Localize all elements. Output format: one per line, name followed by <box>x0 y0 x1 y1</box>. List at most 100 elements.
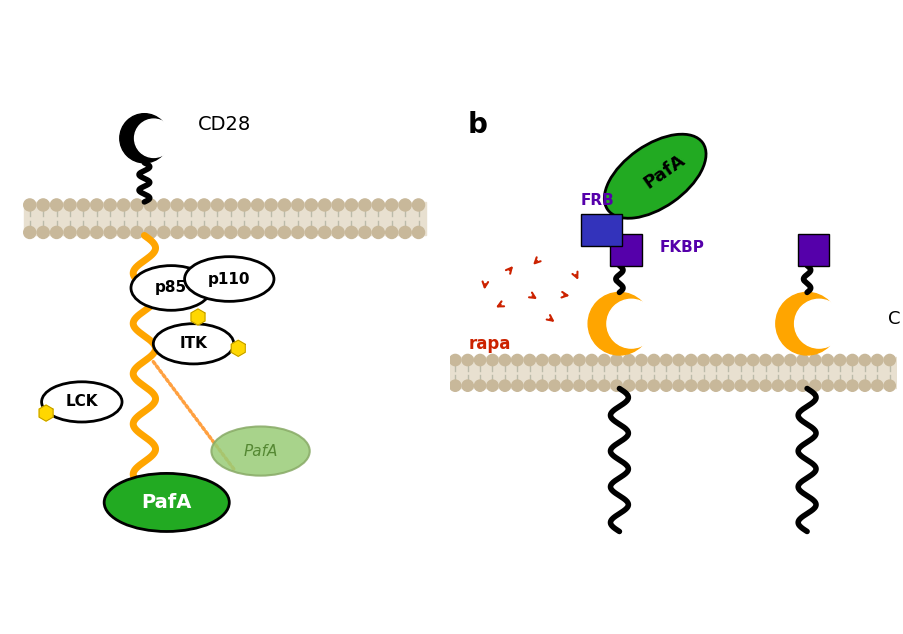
Circle shape <box>721 380 733 391</box>
Circle shape <box>251 226 264 238</box>
Circle shape <box>883 354 894 366</box>
Circle shape <box>759 380 770 391</box>
Circle shape <box>37 226 49 238</box>
Circle shape <box>710 354 721 366</box>
Ellipse shape <box>104 474 229 531</box>
Circle shape <box>660 354 671 366</box>
Text: PafA: PafA <box>243 444 277 458</box>
Circle shape <box>487 380 498 391</box>
Text: rapa: rapa <box>468 335 510 353</box>
Circle shape <box>684 380 696 391</box>
Circle shape <box>358 226 370 238</box>
Circle shape <box>585 354 597 366</box>
Circle shape <box>23 199 36 211</box>
Circle shape <box>305 199 317 211</box>
Circle shape <box>345 199 357 211</box>
Circle shape <box>171 199 183 211</box>
Text: PafA: PafA <box>639 151 687 193</box>
Circle shape <box>171 226 183 238</box>
Circle shape <box>524 354 535 366</box>
Circle shape <box>131 226 143 238</box>
FancyBboxPatch shape <box>581 214 621 245</box>
Text: p85: p85 <box>155 280 187 295</box>
Circle shape <box>548 354 560 366</box>
Ellipse shape <box>42 382 122 422</box>
Circle shape <box>759 354 770 366</box>
Circle shape <box>771 354 783 366</box>
Circle shape <box>211 226 223 238</box>
Text: ITK: ITK <box>180 336 208 351</box>
Circle shape <box>796 354 807 366</box>
Circle shape <box>331 226 344 238</box>
FancyBboxPatch shape <box>610 235 641 266</box>
Circle shape <box>292 226 303 238</box>
Circle shape <box>37 199 49 211</box>
Circle shape <box>474 380 485 391</box>
Circle shape <box>771 380 783 391</box>
Circle shape <box>117 226 129 238</box>
Circle shape <box>90 199 103 211</box>
Circle shape <box>386 199 397 211</box>
Text: LCK: LCK <box>66 394 98 410</box>
Circle shape <box>184 199 197 211</box>
Circle shape <box>858 380 870 391</box>
Circle shape <box>660 380 671 391</box>
Circle shape <box>412 199 424 211</box>
Circle shape <box>64 226 76 238</box>
Circle shape <box>511 380 522 391</box>
Polygon shape <box>191 309 205 325</box>
Circle shape <box>372 226 384 238</box>
Circle shape <box>535 380 547 391</box>
Circle shape <box>487 354 498 366</box>
Circle shape <box>734 354 746 366</box>
Text: b: b <box>467 112 487 139</box>
Circle shape <box>734 380 746 391</box>
Circle shape <box>588 292 650 355</box>
Circle shape <box>51 226 62 238</box>
Circle shape <box>144 226 156 238</box>
Circle shape <box>158 199 170 211</box>
Circle shape <box>372 199 384 211</box>
Circle shape <box>449 380 461 391</box>
Circle shape <box>610 380 621 391</box>
Circle shape <box>398 226 411 238</box>
Circle shape <box>710 380 721 391</box>
Polygon shape <box>231 340 245 356</box>
Circle shape <box>809 380 820 391</box>
Circle shape <box>144 199 156 211</box>
Circle shape <box>784 380 796 391</box>
Circle shape <box>511 354 522 366</box>
Circle shape <box>796 380 807 391</box>
Circle shape <box>833 380 844 391</box>
Circle shape <box>78 199 89 211</box>
Circle shape <box>198 199 209 211</box>
Text: FKBP: FKBP <box>659 240 703 256</box>
Circle shape <box>623 354 634 366</box>
Circle shape <box>647 380 659 391</box>
Circle shape <box>117 199 129 211</box>
Circle shape <box>225 199 237 211</box>
Circle shape <box>747 380 758 391</box>
Circle shape <box>449 354 461 366</box>
Circle shape <box>461 354 473 366</box>
Circle shape <box>858 354 870 366</box>
Circle shape <box>784 354 796 366</box>
Circle shape <box>535 354 547 366</box>
Circle shape <box>635 380 647 391</box>
Circle shape <box>561 380 572 391</box>
Circle shape <box>104 226 116 238</box>
Circle shape <box>90 226 103 238</box>
Circle shape <box>610 354 621 366</box>
Circle shape <box>598 380 610 391</box>
Circle shape <box>412 226 424 238</box>
Polygon shape <box>39 405 53 421</box>
Circle shape <box>278 199 290 211</box>
Circle shape <box>265 226 277 238</box>
Circle shape <box>623 380 634 391</box>
Circle shape <box>238 199 250 211</box>
Circle shape <box>238 226 250 238</box>
Circle shape <box>461 380 473 391</box>
Circle shape <box>846 354 857 366</box>
Circle shape <box>821 354 833 366</box>
Circle shape <box>498 380 510 391</box>
